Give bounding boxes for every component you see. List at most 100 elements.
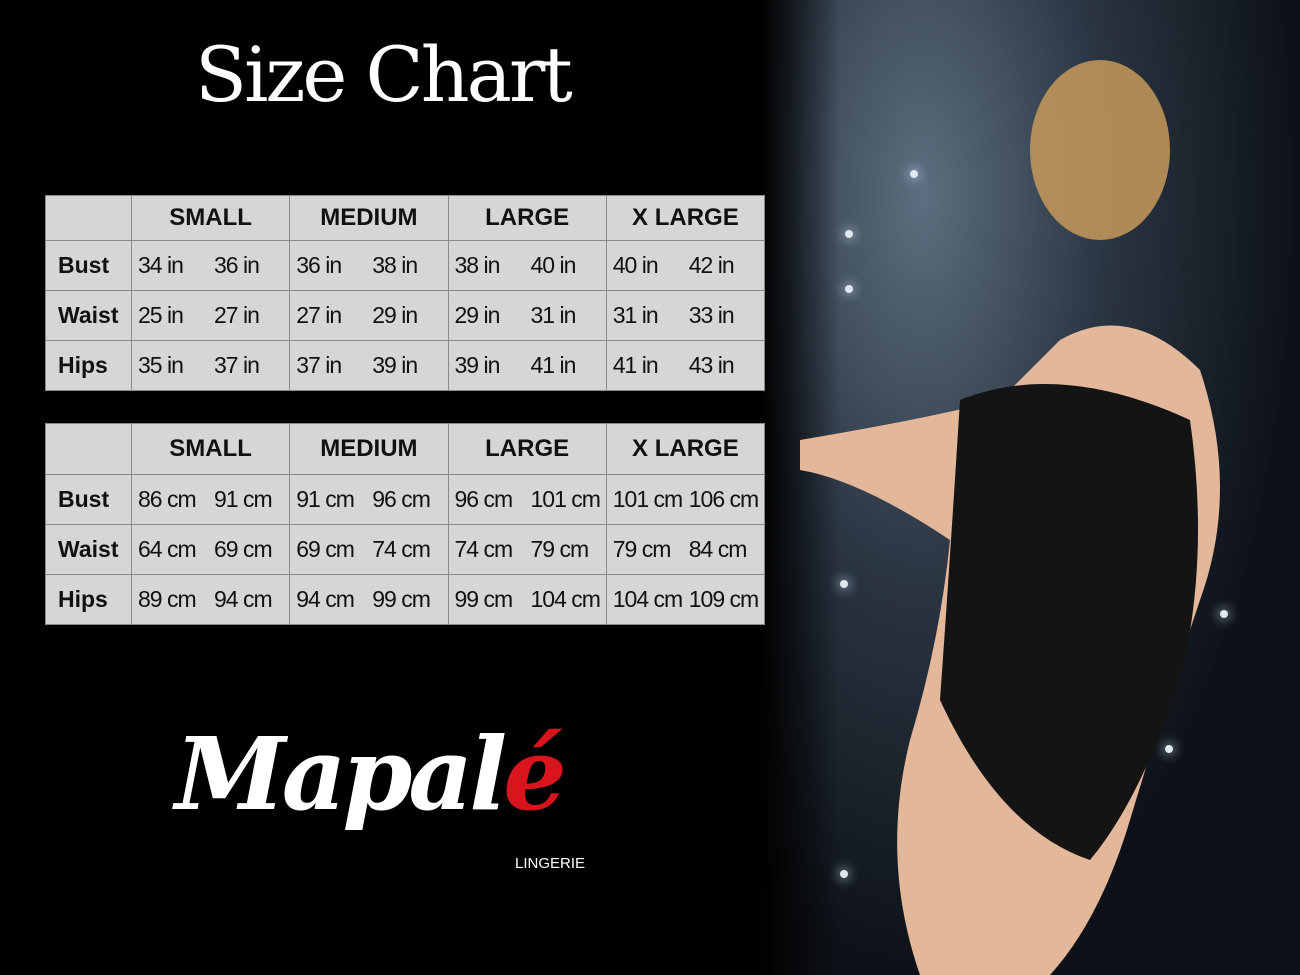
max-value: 74 cm bbox=[372, 536, 431, 562]
size-table-inches: SMALL MEDIUM LARGE X LARGE Bust 34 in 36 i… bbox=[45, 195, 766, 391]
size-header: LARGE bbox=[447, 423, 607, 475]
row-label: Waist bbox=[45, 290, 132, 341]
size-header: MEDIUM bbox=[289, 423, 449, 475]
size-range-cell: 96 cm 101 cm bbox=[447, 474, 607, 525]
tuft-button bbox=[910, 170, 918, 178]
page-title: Size Chart bbox=[195, 30, 573, 119]
max-value: 40 in bbox=[530, 252, 577, 278]
min-value: 99 cm bbox=[454, 586, 514, 612]
size-header: SMALL bbox=[130, 423, 291, 475]
row-label: Hips bbox=[45, 340, 132, 391]
table-row: Hips 35 in 37 in 37 in 39 in 39 in 41 in 41 in 4… bbox=[45, 340, 766, 391]
size-range-cell: 40 in 42 in bbox=[605, 240, 766, 291]
min-value: 94 cm bbox=[296, 586, 355, 612]
max-value: 109 cm bbox=[688, 586, 759, 612]
min-value: 89 cm bbox=[138, 586, 197, 612]
max-value: 31 in bbox=[530, 302, 577, 328]
max-value: 99 cm bbox=[372, 586, 431, 612]
tuft-button bbox=[845, 230, 853, 238]
table-row: Waist 25 in 27 in 27 in 29 in 29 in 31 in 31 in… bbox=[45, 290, 766, 341]
size-range-cell: 86 cm 91 cm bbox=[130, 474, 291, 525]
row-label: Bust bbox=[45, 240, 132, 291]
max-value: 104 cm bbox=[530, 586, 601, 612]
size-range-cell: 39 in 41 in bbox=[447, 340, 607, 391]
size-range-cell: 29 in 31 in bbox=[447, 290, 607, 341]
min-value: 39 in bbox=[454, 352, 501, 378]
size-table-cm: SMALL MEDIUM LARGE X LARGE Bust 86 cm 91 c… bbox=[45, 423, 766, 625]
min-value: 64 cm bbox=[138, 536, 197, 562]
size-header: MEDIUM bbox=[289, 195, 449, 241]
max-value: 39 in bbox=[372, 352, 418, 378]
size-range-cell: 38 in 40 in bbox=[447, 240, 607, 291]
min-value: 38 in bbox=[454, 252, 501, 278]
size-range-cell: 37 in 39 in bbox=[289, 340, 449, 391]
max-value: 84 cm bbox=[688, 536, 748, 562]
max-value: 41 in bbox=[530, 352, 577, 378]
model-silhouette bbox=[800, 60, 1220, 975]
tuft-button bbox=[845, 285, 853, 293]
size-range-cell: 41 in 43 in bbox=[605, 340, 766, 391]
max-value: 69 cm bbox=[214, 536, 273, 562]
min-value: 101 cm bbox=[612, 486, 683, 512]
size-range-cell: 64 cm 69 cm bbox=[130, 524, 291, 575]
size-range-cell: 101 cm 106 cm bbox=[605, 474, 766, 525]
max-value: 37 in bbox=[214, 352, 260, 378]
header-row: SMALL MEDIUM LARGE X LARGE bbox=[45, 195, 766, 241]
corner-cell bbox=[45, 195, 132, 241]
brand-logo: Mapalé bbox=[175, 715, 567, 833]
max-value: 101 cm bbox=[530, 486, 601, 512]
max-value: 38 in bbox=[372, 252, 418, 278]
tuft-button bbox=[840, 870, 848, 878]
size-range-cell: 91 cm 96 cm bbox=[289, 474, 449, 525]
max-value: 36 in bbox=[214, 252, 260, 278]
size-range-cell: 74 cm 79 cm bbox=[447, 524, 607, 575]
max-value: 96 cm bbox=[372, 486, 431, 512]
min-value: 79 cm bbox=[612, 536, 672, 562]
max-value: 27 in bbox=[214, 302, 260, 328]
min-value: 91 cm bbox=[296, 486, 355, 512]
size-range-cell: 35 in 37 in bbox=[130, 340, 291, 391]
brand-subtitle: LINGERIE bbox=[515, 855, 586, 872]
logo-main-text: Mapal bbox=[175, 715, 507, 833]
size-header: X LARGE bbox=[605, 195, 766, 241]
min-value: 25 in bbox=[138, 302, 184, 328]
logo-accent-letter: é bbox=[503, 715, 567, 833]
row-label: Bust bbox=[45, 474, 132, 525]
tuft-button bbox=[840, 580, 848, 588]
min-value: 31 in bbox=[612, 302, 659, 328]
min-value: 104 cm bbox=[612, 586, 683, 612]
size-range-cell: 27 in 29 in bbox=[289, 290, 449, 341]
table-row: Waist 64 cm 69 cm 69 cm 74 cm 74 cm 79 cm 79 cm… bbox=[45, 524, 766, 575]
max-value: 79 cm bbox=[530, 536, 590, 562]
min-value: 86 cm bbox=[138, 486, 197, 512]
row-label: Waist bbox=[45, 524, 132, 575]
min-value: 96 cm bbox=[454, 486, 514, 512]
corner-cell bbox=[45, 423, 132, 475]
tuft-button bbox=[1220, 610, 1228, 618]
max-value: 106 cm bbox=[688, 486, 759, 512]
tuft-button bbox=[1165, 745, 1173, 753]
size-header: SMALL bbox=[130, 195, 291, 241]
size-header: X LARGE bbox=[605, 423, 766, 475]
size-header: LARGE bbox=[447, 195, 607, 241]
size-range-cell: 104 cm 109 cm bbox=[605, 574, 766, 625]
size-range-cell: 25 in 27 in bbox=[130, 290, 291, 341]
min-value: 41 in bbox=[612, 352, 659, 378]
size-range-cell: 36 in 38 in bbox=[289, 240, 449, 291]
header-row: SMALL MEDIUM LARGE X LARGE bbox=[45, 423, 766, 475]
min-value: 27 in bbox=[296, 302, 342, 328]
table-row: Hips 89 cm 94 cm 94 cm 99 cm 99 cm 104 cm 104 c… bbox=[45, 574, 766, 625]
min-value: 29 in bbox=[454, 302, 501, 328]
min-value: 37 in bbox=[296, 352, 342, 378]
max-value: 29 in bbox=[372, 302, 418, 328]
row-label: Hips bbox=[45, 574, 132, 625]
size-range-cell: 79 cm 84 cm bbox=[605, 524, 766, 575]
size-range-cell: 34 in 36 in bbox=[130, 240, 291, 291]
min-value: 35 in bbox=[138, 352, 184, 378]
size-range-cell: 99 cm 104 cm bbox=[447, 574, 607, 625]
table-row: Bust 86 cm 91 cm 91 cm 96 cm 96 cm 101 cm 101 c… bbox=[45, 474, 766, 525]
min-value: 74 cm bbox=[454, 536, 514, 562]
size-range-cell: 69 cm 74 cm bbox=[289, 524, 449, 575]
max-value: 33 in bbox=[688, 302, 735, 328]
max-value: 94 cm bbox=[214, 586, 273, 612]
